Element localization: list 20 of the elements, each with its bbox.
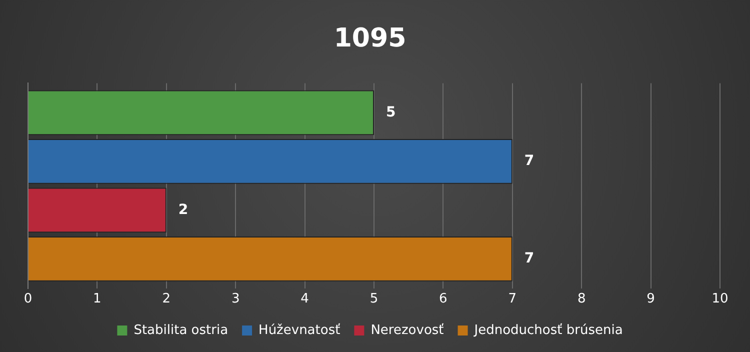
x-tick-label: 9 [646,292,655,307]
x-tick-label: 3 [231,292,240,307]
data-label: 7 [524,153,534,170]
x-tick-label: 1 [93,292,102,307]
chart-title: 1095 [334,23,406,54]
x-tick-label: 8 [577,292,586,307]
legend-label: Jednoduchosť brúsenia [473,322,623,338]
x-tick-label: 10 [712,292,728,307]
data-label: 5 [386,104,396,120]
x-tick-label: 4 [300,292,309,307]
x-tick-label: 6 [439,292,448,307]
x-tick-label: 0 [24,292,32,307]
legend-label: Nerezovosť [370,322,444,338]
legend-label: Stabilita ostria [134,322,228,338]
x-tick-label: 7 [508,292,517,307]
legend-label: Húževnatosť [258,322,340,338]
data-label: 7 [524,250,534,267]
x-tick-label: 5 [370,292,378,307]
data-label: 2 [178,202,188,218]
x-tick-label: 2 [162,292,171,307]
